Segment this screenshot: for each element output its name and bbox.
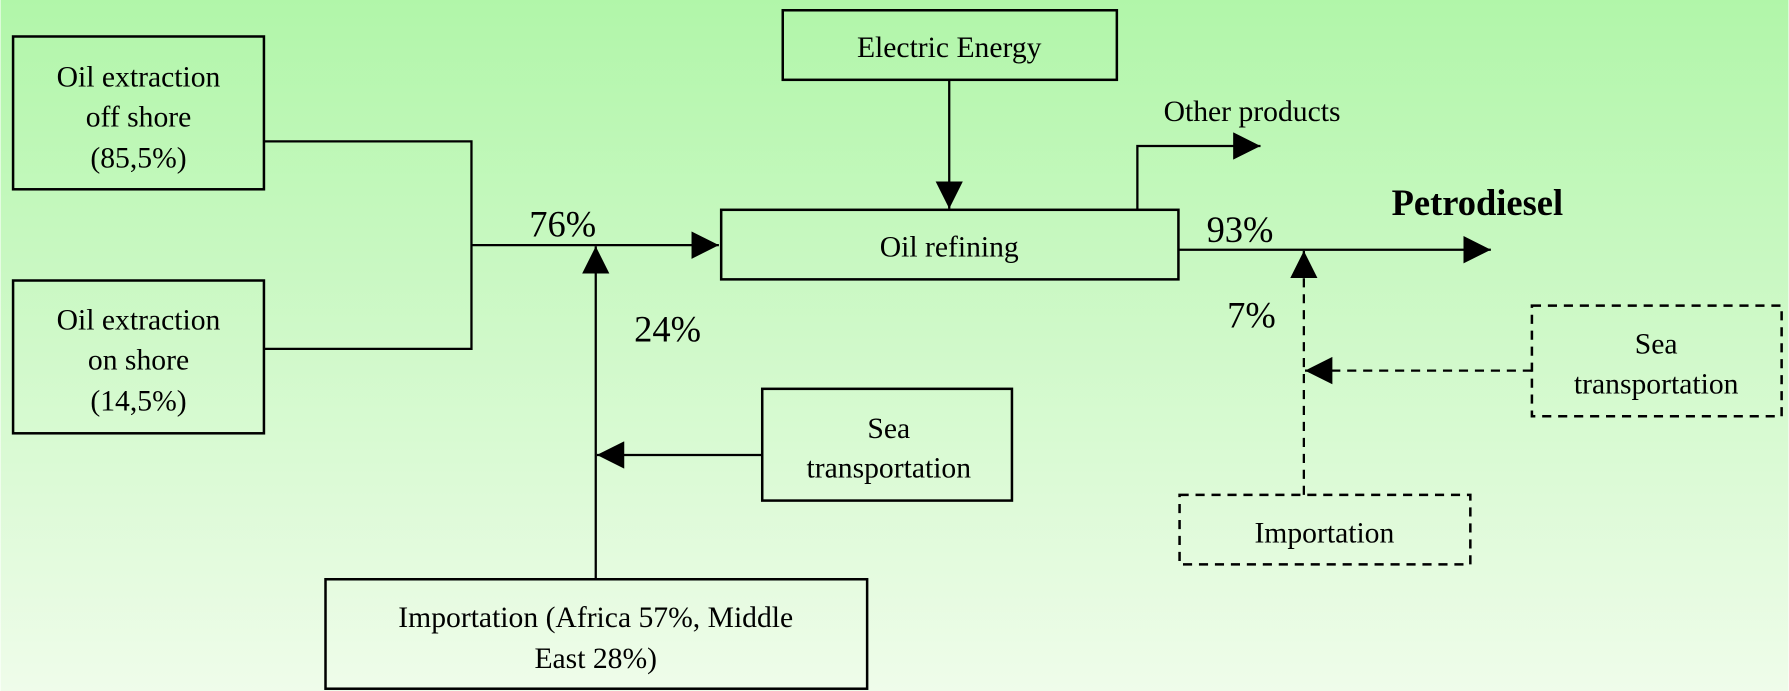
node-box [719, 208, 1180, 281]
node-label: transportation [1574, 368, 1739, 400]
output-label: Petrodiesel [1392, 182, 1563, 223]
flow-label: 24% [634, 308, 701, 349]
node-label: off shore [86, 102, 192, 134]
node-label: (85,5%) [90, 143, 186, 175]
node-box [11, 35, 266, 191]
flow-label: Other products [1164, 96, 1341, 128]
node-box [1530, 304, 1783, 418]
node-label: Importation (Africa 57%, Middle [398, 602, 793, 634]
flow-label: 93% [1207, 209, 1274, 250]
node-label: Sea [1635, 328, 1678, 360]
flow-label: 76% [529, 203, 596, 244]
node-box [11, 279, 266, 435]
flow-label: 7% [1227, 295, 1276, 336]
node-label: transportation [807, 453, 972, 485]
node-label: Oil refining [880, 232, 1019, 264]
node-label: Electric Energy [857, 32, 1042, 64]
node-box [324, 577, 869, 690]
node-label: Sea [867, 413, 910, 445]
node-label: Importation [1254, 518, 1394, 550]
node-label: East 28%) [534, 643, 657, 675]
node-label: (14,5%) [90, 385, 186, 417]
arrow-other [1136, 132, 1261, 210]
node-label: Oil extraction [57, 304, 221, 336]
node-label: Oil extraction [57, 62, 221, 94]
node-box [781, 9, 1119, 82]
node-box [1178, 493, 1472, 566]
node-box [760, 387, 1014, 502]
node-label: on shore [88, 344, 189, 376]
